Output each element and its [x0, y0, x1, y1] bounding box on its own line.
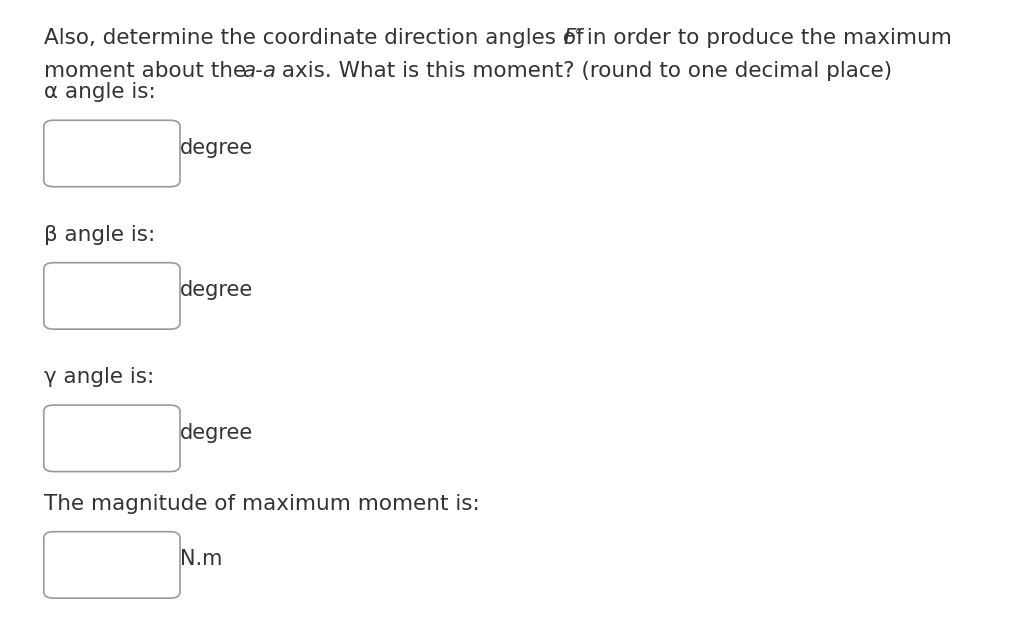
Text: degree: degree	[180, 280, 253, 300]
Text: γ angle is:: γ angle is:	[44, 367, 154, 387]
FancyBboxPatch shape	[44, 532, 180, 598]
FancyBboxPatch shape	[44, 120, 180, 187]
Text: degree: degree	[180, 423, 253, 442]
FancyBboxPatch shape	[44, 263, 180, 329]
Text: The magnitude of maximum moment is:: The magnitude of maximum moment is:	[44, 494, 479, 513]
Text: β angle is:: β angle is:	[44, 225, 155, 244]
Text: degree: degree	[180, 138, 253, 158]
Text: a-a: a-a	[243, 61, 276, 81]
Text: axis. What is this moment? (round to one decimal place): axis. What is this moment? (round to one…	[274, 61, 892, 81]
Text: in order to produce the maximum: in order to produce the maximum	[580, 28, 951, 48]
Text: moment about the: moment about the	[44, 61, 253, 81]
Text: α angle is:: α angle is:	[44, 82, 156, 102]
Text: Also, determine the coordinate direction angles of: Also, determine the coordinate direction…	[44, 28, 590, 48]
FancyBboxPatch shape	[44, 405, 180, 472]
Text: N.m: N.m	[180, 549, 222, 569]
Text: F′: F′	[563, 28, 581, 48]
